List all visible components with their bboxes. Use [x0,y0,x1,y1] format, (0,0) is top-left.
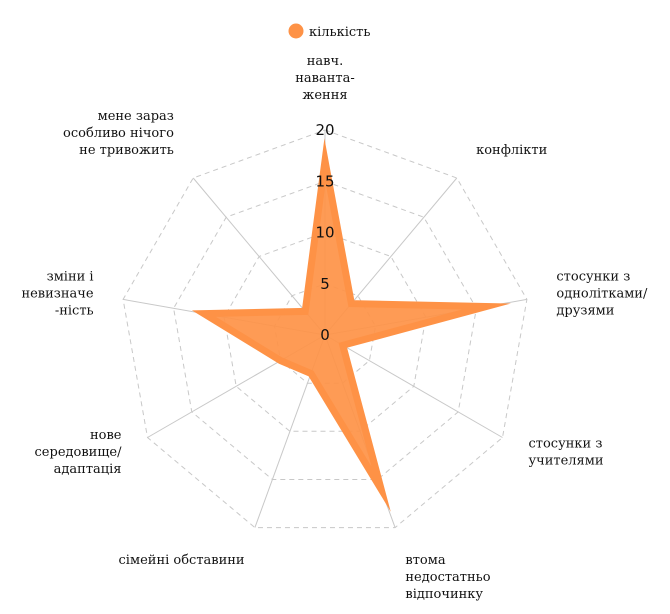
category-label-line: особливо нічого [63,126,174,141]
tick-label-0: 0 [320,326,330,344]
category-label-8: мене зараз особливо нічого не тривожить [63,109,174,158]
data-point-5[interactable] [309,372,313,375]
category-label-line: учителями [529,454,604,469]
series-area-0 [191,138,511,512]
category-label-line: однолітками/ [556,287,648,302]
data-point-2[interactable] [485,305,488,308]
category-label-line: адаптація [54,462,122,477]
tick-label-4: 20 [315,121,334,139]
category-label-line: ження [302,88,347,103]
legend-swatch[interactable] [288,23,304,39]
category-label-3: стосунки з учителями [529,437,604,469]
category-label-line: відпочинку [405,587,483,602]
tick-label-3: 15 [315,172,334,190]
tick-label-2: 10 [315,224,334,242]
spoke-3 [324,334,503,438]
grid-ring-3 [173,180,477,480]
data-point-3[interactable] [341,343,345,347]
legend-label[interactable]: кількість [309,25,370,40]
data-point-1[interactable] [349,302,353,306]
category-label-line: нове [90,428,122,443]
data-point-6[interactable] [279,359,283,363]
category-label-2: стосунки з однолітками/друзями [556,270,648,319]
category-label-line: середовище/ [35,445,123,460]
category-label-line: конфлікти [476,143,547,158]
data-point-7[interactable] [202,312,206,316]
category-label-line: друзями [556,304,614,319]
category-label-4: втома недостатньо відпочинку [405,553,490,602]
category-label-7: зміни і невизначе -ність [21,270,93,319]
legend[interactable]: кількість [288,23,371,41]
grid-ring-2 [223,231,427,432]
category-label-line: сімейні обставини [119,553,245,568]
radial-tick-labels: 0 5 10 15 20 [315,121,334,344]
category-label-line: втома [405,553,445,568]
category-label-line: наванта- [295,71,354,86]
category-label-0: навч. наванта-ження [295,54,354,103]
category-label-line: не тривожить [79,143,174,158]
tick-label-1: 5 [320,275,330,293]
category-label-5: сімейні обставини [119,553,245,568]
category-labels: навч. наванта-ження конфлікти стосунки з одн… [21,54,648,602]
category-label-line: мене зараз [98,109,174,124]
category-label-line: зміни і [47,270,94,285]
series-layer [191,138,511,512]
category-label-line: стосунки з [556,270,630,285]
category-label-1: конфлікти [476,143,547,158]
category-label-6: нове середовище/адаптація [35,428,123,477]
grid-ring-4 [122,129,528,529]
data-point-8[interactable] [303,309,307,313]
category-label-line: навч. [307,54,343,69]
category-label-line: недостатньо [405,570,490,585]
data-point-4[interactable] [379,487,383,491]
category-label-line: -ність [55,304,94,319]
category-label-line: невизначе [21,287,93,302]
category-label-line: стосунки з [529,437,603,452]
data-point-0[interactable] [323,159,327,163]
